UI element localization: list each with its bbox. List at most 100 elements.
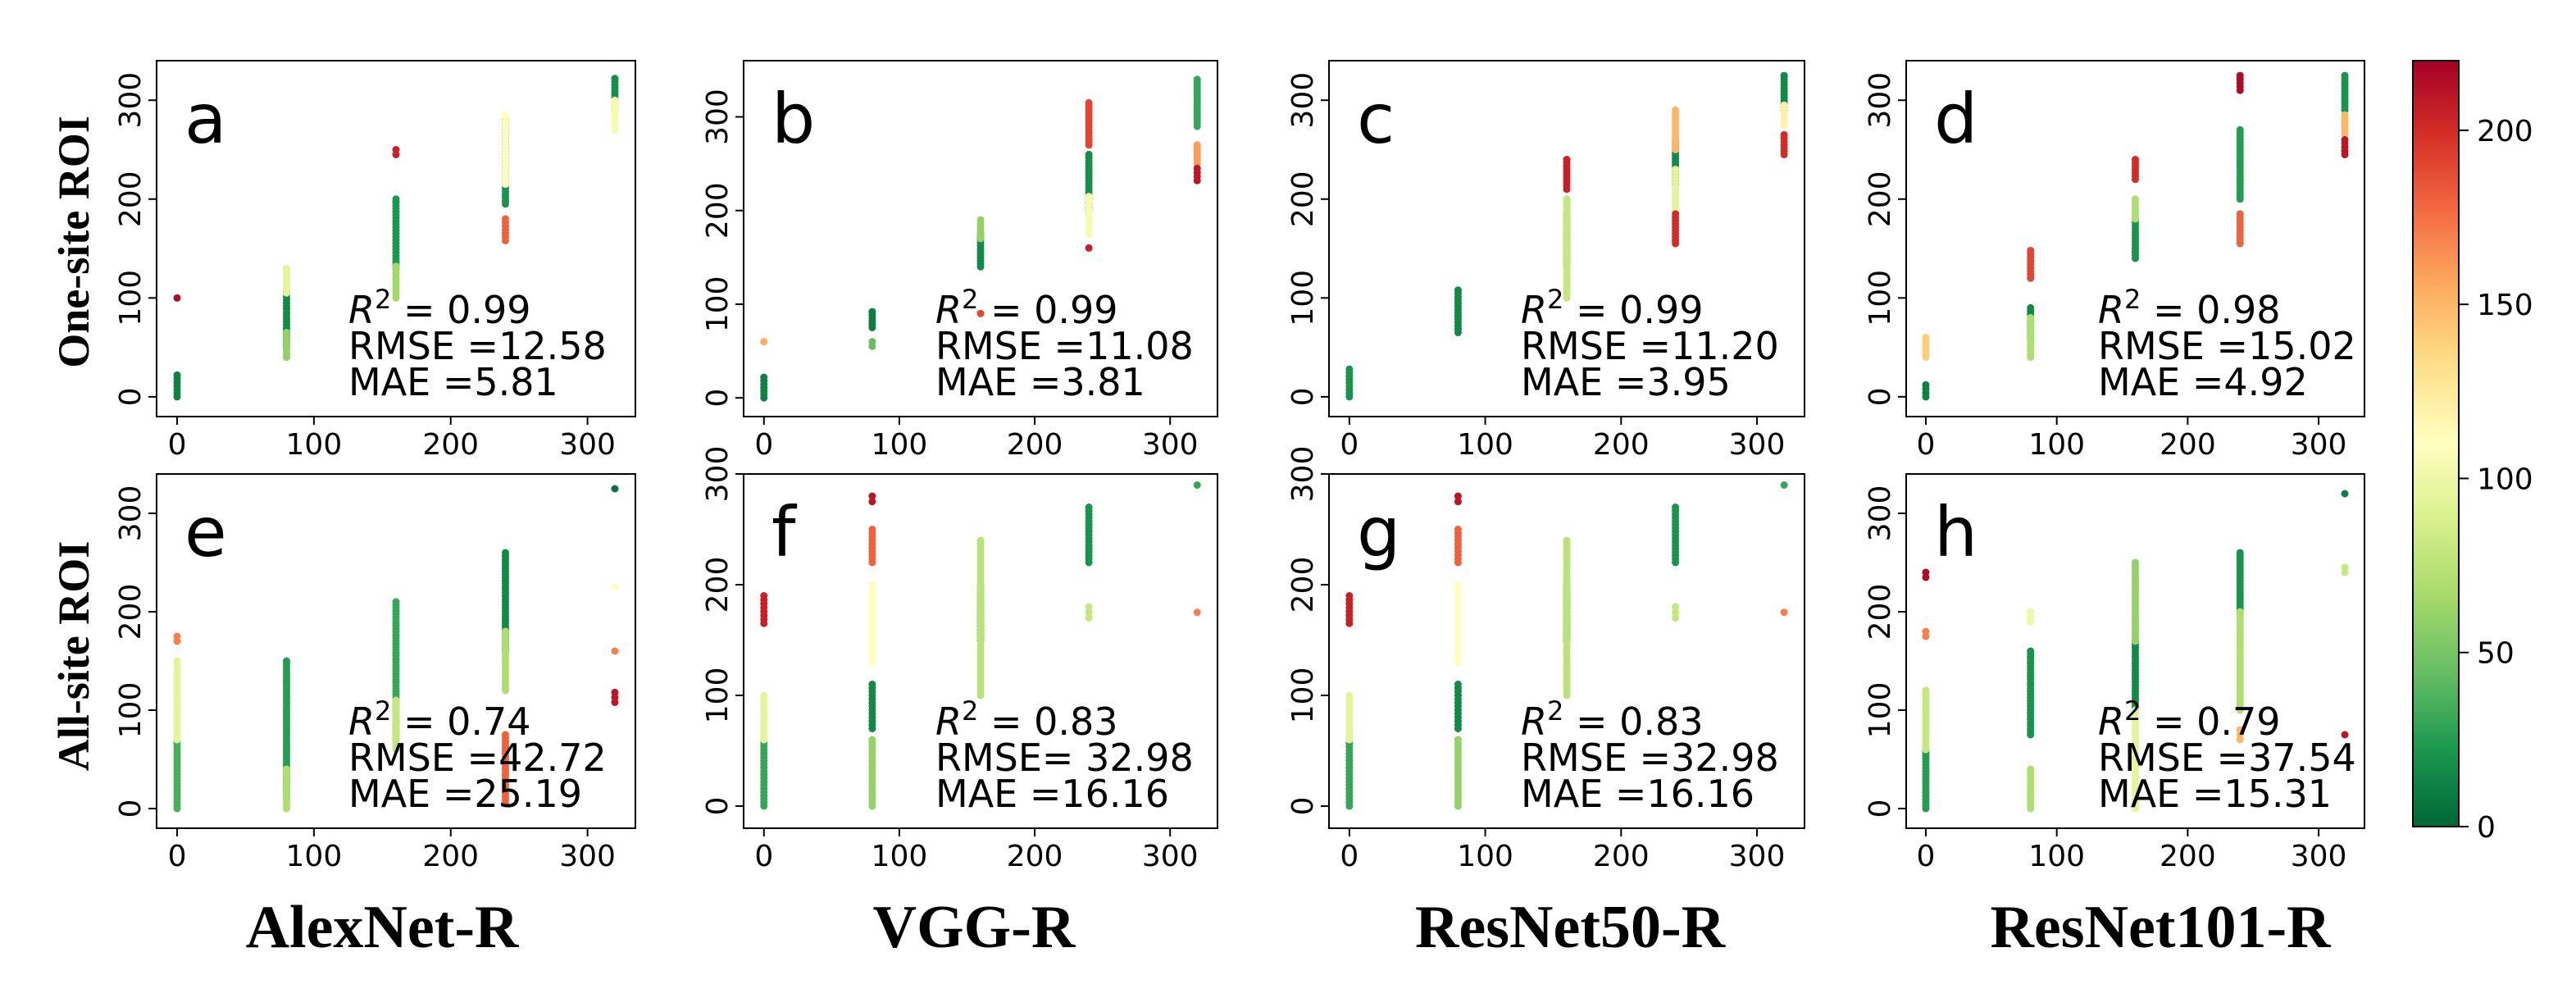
rmse-stat: RMSE= 32.98: [935, 736, 1194, 780]
data-point: [2132, 156, 2139, 164]
data-point: [392, 262, 400, 271]
y-tick-label: 0: [1864, 800, 1897, 818]
data-point: [2027, 246, 2035, 254]
data-point: [173, 371, 181, 379]
x-tick-label: 300: [559, 840, 616, 873]
data-point: [173, 657, 181, 665]
data-point: [2341, 135, 2349, 144]
data-point: [976, 216, 985, 224]
data-point: [611, 647, 619, 655]
data-point: [2027, 303, 2035, 312]
data-point: [760, 373, 768, 381]
data-point: [392, 146, 400, 153]
data-point: [1085, 608, 1093, 617]
data-point: [1193, 608, 1201, 617]
data-point: [760, 691, 768, 699]
data-point: [1085, 504, 1093, 511]
x-tick-label: 300: [1729, 840, 1786, 873]
data-point: [2027, 765, 2035, 773]
y-tick-label: 0: [114, 387, 148, 406]
y-tick-label: 100: [114, 270, 148, 326]
data-point: [1563, 536, 1571, 545]
data-point: [868, 308, 876, 316]
data-point: [611, 583, 619, 591]
data-point: [1922, 627, 1930, 636]
data-point: [2341, 563, 2349, 572]
data-point: [1780, 481, 1788, 489]
data-point: [2027, 313, 2035, 321]
r2-stat: R2 = 0.98: [2098, 284, 2281, 332]
x-tick-label: 300: [2291, 428, 2347, 462]
x-tick-label: 0: [754, 840, 773, 873]
panel-letter: e: [184, 492, 227, 572]
row-label-one-site: One-site ROI: [49, 116, 98, 367]
x-tick-label: 200: [422, 428, 479, 462]
data-point: [2027, 647, 2035, 655]
data-point: [868, 498, 876, 506]
data-point: [392, 598, 400, 606]
y-tick-label: 100: [1286, 668, 1320, 724]
data-point: [1780, 101, 1788, 109]
r2-stat: R2 = 0.74: [348, 695, 531, 744]
data-point: [1454, 526, 1462, 533]
row-label-all-site: All-site ROI: [49, 541, 98, 771]
y-tick-label: 100: [701, 276, 735, 333]
data-point: [1085, 98, 1093, 107]
y-tick-label: 300: [1286, 72, 1320, 129]
panel-letter: d: [1934, 79, 1978, 159]
y-tick-label: 300: [114, 72, 148, 129]
data-point: [1780, 71, 1788, 80]
data-point: [392, 195, 400, 203]
y-tick-label: 200: [1286, 171, 1320, 227]
data-point: [2027, 608, 2035, 616]
mae-stat: MAE =3.95: [1521, 360, 1731, 404]
r2-stat: R2 = 0.99: [935, 284, 1118, 332]
data-point: [2236, 726, 2244, 734]
data-point: [501, 731, 509, 739]
data-point: [1345, 691, 1354, 699]
data-point: [1454, 736, 1462, 744]
x-tick-label: 300: [1729, 428, 1786, 462]
panel-letter: b: [771, 79, 815, 159]
mae-stat: MAE =25.19: [348, 772, 582, 816]
data-point: [1563, 156, 1571, 164]
x-tick-label: 200: [2160, 840, 2216, 873]
y-tick-label: 200: [1864, 584, 1897, 640]
data-point: [501, 549, 509, 557]
data-point: [611, 96, 619, 104]
x-tick-label: 200: [1593, 840, 1650, 873]
panel-letter: a: [184, 79, 226, 159]
y-tick-label: 100: [114, 682, 148, 739]
x-tick-label: 100: [1457, 428, 1513, 462]
colorbar-tick-label: 100: [2477, 462, 2533, 496]
panel-letter: g: [1357, 492, 1400, 572]
data-point: [501, 111, 509, 119]
x-tick-label: 300: [2291, 840, 2347, 873]
x-tick-label: 300: [559, 428, 616, 462]
y-tick-label: 100: [701, 668, 735, 724]
y-tick-label: 200: [114, 584, 148, 640]
x-tick-label: 0: [1340, 840, 1359, 873]
data-point: [1193, 164, 1201, 172]
y-tick-label: 300: [701, 89, 735, 145]
colorbar-ticks: 0 50 100 150 200: [2459, 115, 2533, 845]
r2-stat: R2 = 0.99: [1521, 284, 1704, 332]
data-point: [283, 329, 291, 337]
y-tick-label: 0: [114, 800, 148, 818]
data-point: [868, 681, 876, 688]
y-tick-label: 200: [1864, 171, 1897, 227]
data-point: [760, 592, 768, 599]
data-point: [501, 215, 509, 223]
rmse-stat: RMSE =11.20: [1521, 324, 1779, 368]
y-tick-label: 200: [701, 557, 735, 613]
y-tick-label: 100: [1286, 270, 1320, 326]
r2-stat: R2 = 0.83: [1521, 695, 1704, 744]
data-point: [868, 526, 876, 533]
data-point: [1085, 150, 1093, 158]
data-point: [1672, 614, 1680, 622]
data-point: [2132, 558, 2139, 567]
